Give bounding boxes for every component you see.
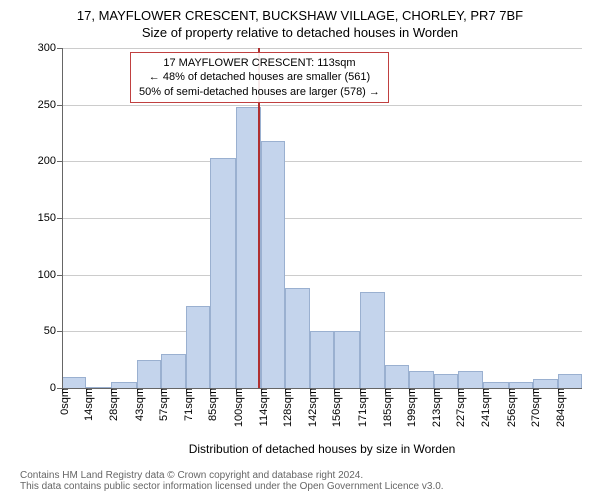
histogram-bar (533, 379, 557, 388)
y-tick-label: 250 (38, 99, 62, 111)
x-tick-label: 128sqm (276, 388, 294, 427)
histogram-bar (261, 141, 285, 388)
grid-line (62, 48, 582, 49)
x-tick-label: 0sqm (53, 388, 71, 415)
x-tick-label: 114sqm (252, 388, 270, 426)
x-tick-label: 28sqm (102, 388, 120, 421)
histogram-bar (210, 158, 236, 388)
x-tick-label: 156sqm (325, 388, 343, 427)
x-axis-title: Distribution of detached houses by size … (189, 442, 456, 456)
footer-line-2: This data contains public sector informa… (20, 481, 444, 492)
x-tick-label: 241sqm (474, 388, 492, 427)
chart-title-main: 17, MAYFLOWER CRESCENT, BUCKSHAW VILLAGE… (0, 0, 600, 23)
x-tick-label: 43sqm (128, 388, 146, 421)
histogram-bar (186, 306, 210, 388)
grid-line (62, 161, 582, 162)
histogram-bar (161, 354, 185, 388)
x-tick-label: 256sqm (500, 388, 518, 427)
histogram-bar (385, 365, 409, 388)
x-tick-label: 185sqm (376, 388, 394, 427)
annotation-line-2: ← 48% of detached houses are smaller (56… (139, 70, 380, 84)
x-tick-label: 100sqm (227, 388, 245, 427)
y-tick-label: 300 (38, 42, 62, 54)
x-tick-label: 171sqm (351, 388, 369, 427)
histogram-bar (310, 331, 334, 388)
y-tick-label: 100 (38, 269, 62, 281)
x-axis-line (62, 388, 582, 389)
x-tick-label: 199sqm (400, 388, 418, 427)
annotation-line-1: 17 MAYFLOWER CRESCENT: 113sqm (139, 56, 380, 70)
x-tick-label: 57sqm (152, 388, 170, 421)
y-tick-label: 150 (38, 212, 62, 224)
y-axis-line (62, 48, 63, 388)
histogram-bar (62, 377, 86, 388)
x-tick-label: 71sqm (177, 388, 195, 421)
histogram-bar (409, 371, 433, 388)
x-tick-label: 14sqm (77, 388, 95, 421)
annotation-box: 17 MAYFLOWER CRESCENT: 113sqm ← 48% of d… (130, 52, 389, 103)
x-tick-label: 213sqm (425, 388, 443, 427)
grid-line (62, 275, 582, 276)
x-tick-label: 85sqm (201, 388, 219, 421)
histogram-bar (434, 374, 458, 388)
grid-line (62, 218, 582, 219)
histogram-bar (334, 331, 360, 388)
histogram-bar (137, 360, 161, 388)
footer-line-1: Contains HM Land Registry data © Crown c… (20, 470, 444, 481)
x-tick-label: 284sqm (549, 388, 567, 427)
histogram-bar (458, 371, 482, 388)
y-tick-label: 50 (44, 325, 62, 337)
x-tick-label: 270sqm (524, 388, 542, 427)
chart-container: 17, MAYFLOWER CRESCENT, BUCKSHAW VILLAGE… (0, 0, 600, 500)
annotation-line-3: 50% of semi-detached houses are larger (… (139, 85, 380, 99)
chart-title-sub: Size of property relative to detached ho… (0, 23, 600, 40)
grid-line (62, 105, 582, 106)
y-tick-label: 200 (38, 155, 62, 167)
footer-attribution: Contains HM Land Registry data © Crown c… (20, 470, 444, 492)
histogram-bar (558, 374, 582, 388)
x-tick-label: 227sqm (449, 388, 467, 427)
histogram-bar (360, 292, 384, 388)
histogram-bar (285, 288, 309, 388)
x-tick-label: 142sqm (301, 388, 319, 427)
